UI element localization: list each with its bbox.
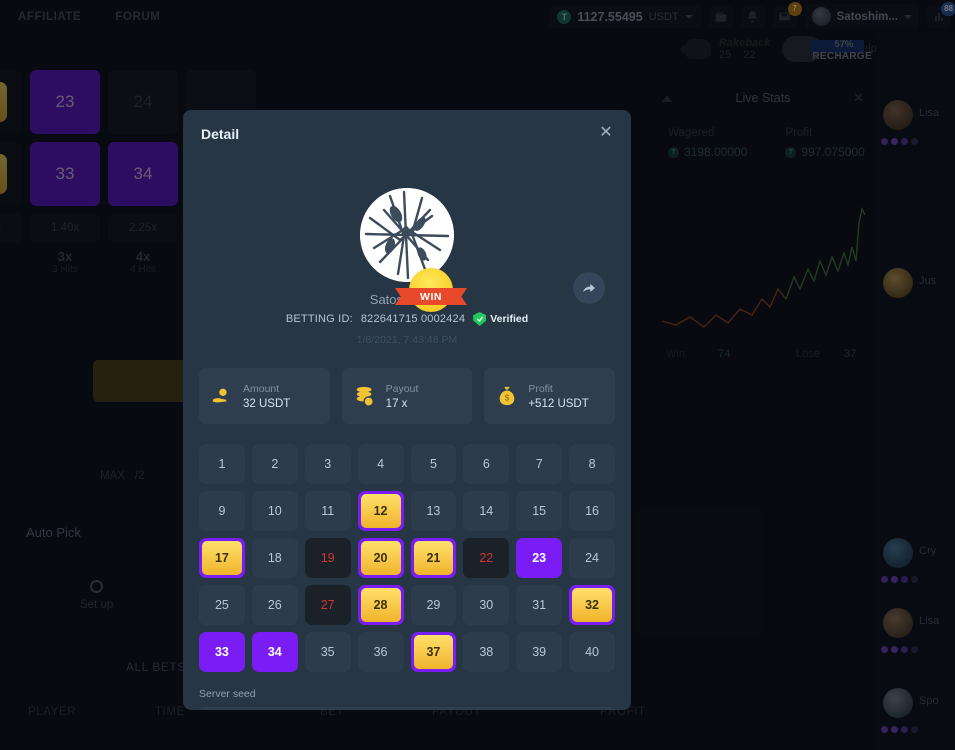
money-bag-icon: $ [496,385,518,407]
grid-cell[interactable]: 21 [410,538,457,578]
grid-cell[interactable]: 38 [463,632,510,672]
grid-cell[interactable]: 37 [410,632,457,672]
grid-cell[interactable]: 1 [199,444,245,484]
number-grid: 1 2 3 4 5 6 7 8 9 10 11 12 13 14 15 16 17 18 19 20 21 22 23 24 2… [199,444,615,672]
grid-cell[interactable]: 35 [304,632,351,672]
grid-cell-label: 12 [360,494,401,528]
win-ribbon-label: WIN [395,288,467,305]
share-button[interactable] [573,272,605,304]
grid-cell[interactable]: 22 [463,538,510,578]
svg-text:$: $ [505,394,510,403]
grid-cell[interactable]: 11 [304,491,351,531]
grid-cell[interactable]: 33 [199,632,245,672]
player-summary: Satoshimask BETTING ID: 822641715 000242… [199,158,615,346]
modal-title: Detail [201,126,240,142]
coins-stack-icon [354,385,376,407]
betting-id-row: BETTING ID: 822641715 0002424 Verified [286,312,528,326]
betting-id-label: BETTING ID: [285,313,353,325]
grid-cell[interactable]: 6 [463,444,510,484]
server-seed-value[interactable]: The seed hasn't been revealed yet [199,707,615,710]
profit-card: $ Profit +512 USDT [484,368,616,424]
grid-cell-label: 20 [360,541,401,575]
grid-cell[interactable]: 34 [251,632,298,672]
grid-cell[interactable]: 13 [410,491,457,531]
grid-cell-label: 28 [360,588,401,622]
payout-value: 17 x [385,397,408,410]
bet-detail-modal: Detail ✕ [183,110,631,710]
grid-cell[interactable]: 40 [569,632,615,672]
grid-cell[interactable]: 26 [251,585,298,625]
betting-id-value: 822641715 0002424 [360,313,466,325]
bet-timestamp: 1/8/2021, 7:43:48 PM [356,334,458,346]
grid-cell[interactable]: 27 [304,585,351,625]
grid-cell-label: 21 [413,541,454,575]
payout-card: Payout 17 x [341,368,473,424]
profit-card-text: Profit +512 USDT [528,383,588,410]
grid-cell[interactable]: 4 [357,444,404,484]
profit-value: +512 USDT [528,397,589,410]
verified-badge: Verified [473,312,528,326]
amount-card: Amount 32 USDT [199,368,330,424]
grid-cell[interactable]: 12 [357,491,404,531]
grid-cell[interactable]: 10 [251,491,298,531]
grid-cell[interactable]: 7 [516,444,563,484]
close-icon[interactable]: ✕ [599,124,613,141]
grid-cell[interactable]: 25 [199,585,245,625]
grid-cell[interactable]: 31 [516,585,563,625]
grid-cell[interactable]: 14 [463,491,510,531]
hand-coin-icon [211,385,233,407]
shield-icon [473,312,487,326]
grid-cell[interactable]: 32 [569,585,615,625]
grid-cell[interactable]: 17 [199,538,245,578]
server-seed-label: Server seed [199,688,256,700]
modal-header: Detail ✕ [183,110,631,158]
grid-cell[interactable]: 19 [304,538,351,578]
stat-cards: Amount 32 USDT Payout 17 x $ [199,368,616,424]
verified-label: Verified [490,313,529,325]
grid-cell[interactable]: 16 [569,491,615,531]
grid-cell[interactable]: 20 [357,538,404,578]
modal-body: Satoshimask BETTING ID: 822641715 000242… [183,158,631,710]
grid-cell[interactable]: 24 [569,538,615,578]
win-badge: WIN [395,268,467,314]
grid-cell[interactable]: 18 [251,538,298,578]
grid-cell[interactable]: 29 [410,585,457,625]
grid-cell[interactable]: 28 [357,585,404,625]
grid-cell[interactable]: 30 [463,585,510,625]
amount-value: 32 USDT [243,397,291,410]
grid-cell[interactable]: 23 [516,538,563,578]
payout-card-text: Payout 17 x [386,383,419,410]
amount-card-text: Amount 32 USDT [243,383,290,410]
grid-cell[interactable]: 8 [569,444,615,484]
payout-label: Payout [385,382,419,395]
grid-cell[interactable]: 36 [357,632,404,672]
amount-label: Amount [243,382,280,395]
grid-cell[interactable]: 15 [516,491,563,531]
grid-cell[interactable]: 2 [251,444,298,484]
grid-cell-label: 17 [202,541,242,575]
grid-cell[interactable]: 9 [199,491,245,531]
profit-label: Profit [528,382,553,395]
grid-cell-label: 37 [413,635,454,669]
grid-cell[interactable]: 5 [410,444,457,484]
grid-cell[interactable]: 39 [516,632,563,672]
avatar [360,188,454,282]
grid-cell[interactable]: 3 [304,444,351,484]
grid-cell-label: 32 [572,588,612,622]
